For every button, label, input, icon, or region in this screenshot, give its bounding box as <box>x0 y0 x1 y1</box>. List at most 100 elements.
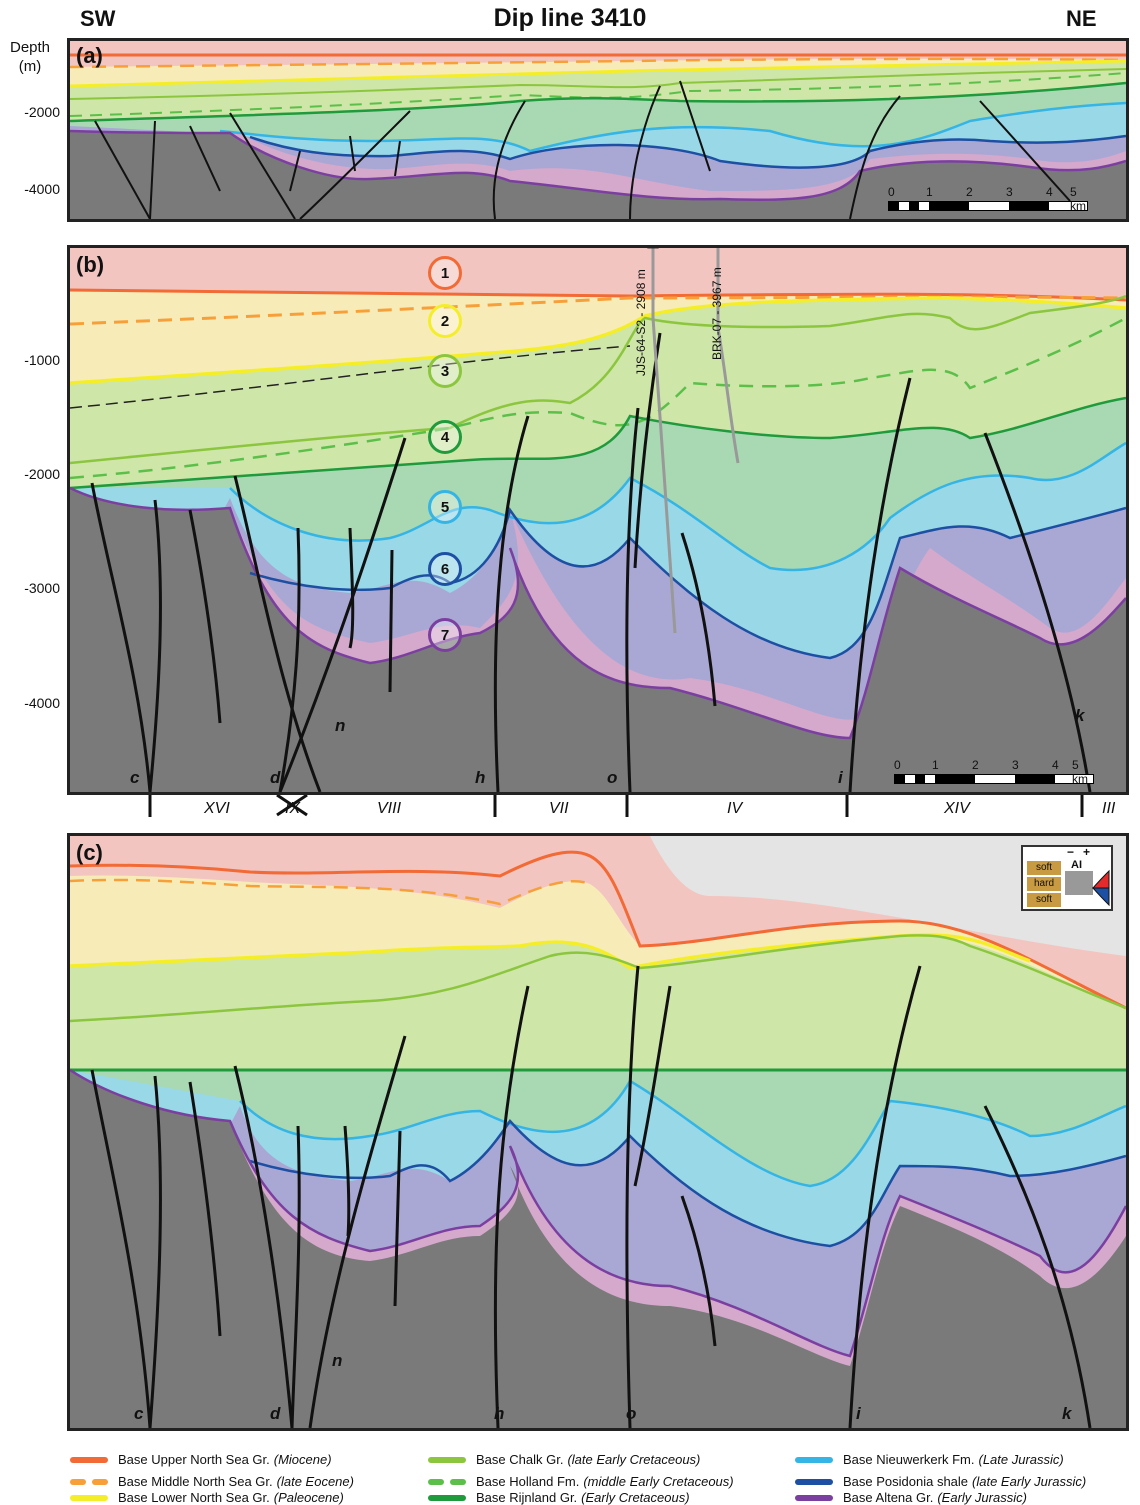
fault-label-o: o <box>626 1404 637 1423</box>
ai-soft-bottom: soft <box>1027 893 1061 907</box>
legend-item-lower-north-sea: Base Lower North Sea Gr. (Paleocene) <box>70 1490 344 1505</box>
legend-label: Base Middle North Sea Gr. <box>118 1474 273 1489</box>
fault-label-d: d <box>270 768 281 787</box>
panel-c: (c) c d n h o i k <box>67 833 1129 1431</box>
legend-item-holland: Base Holland Fm. (middle Early Cretaceous… <box>428 1474 734 1489</box>
panel-b: (b) 1 2 3 4 5 6 7 JJS-64-S2 - 2908 m BRK… <box>67 245 1129 795</box>
scale-1: 1 <box>932 758 939 772</box>
legend-swatch <box>70 1494 108 1501</box>
legend-label: Base Upper North Sea Gr. <box>118 1452 270 1467</box>
panel-a-tick-4000: -4000 <box>24 181 60 197</box>
section-title: Dip line 3410 <box>493 4 647 32</box>
legend-age: (Early Jurassic) <box>937 1490 1027 1505</box>
well-label-brk-07: BRK-07 - 3967 m <box>710 267 724 360</box>
legend-label: Base Altena Gr. <box>843 1490 934 1505</box>
ai-plus: + <box>1083 845 1091 859</box>
legend-item-upper-north-sea: Base Upper North Sea Gr. (Miocene) <box>70 1452 332 1467</box>
scale-4: 4 <box>1046 185 1053 199</box>
horizon-number-1: 1 <box>428 256 462 290</box>
sw-label: SW <box>80 6 116 31</box>
ne-label: NE <box>1066 6 1097 31</box>
depth-axis-title: Depth (m) <box>4 38 56 76</box>
scale-5: 5 km <box>1070 185 1086 213</box>
panel-a: (a) 0 1 2 3 4 5 km <box>67 38 1129 222</box>
scale-3: 3 <box>1006 185 1013 199</box>
fault-label-h: h <box>494 1404 505 1423</box>
legend-swatch <box>70 1456 108 1463</box>
scalebar-bar <box>888 201 1088 211</box>
legend-age: (Paleocene) <box>273 1490 344 1505</box>
fault-label-d: d <box>270 1404 281 1423</box>
panel-c-section <box>70 836 1126 1428</box>
panel-b-tick-3000: -3000 <box>24 580 60 596</box>
ai-soft-top: soft <box>1027 861 1061 875</box>
legend-label: Base Chalk Gr. <box>476 1452 564 1467</box>
block-label-vii: VII <box>549 800 569 817</box>
legend-label: Base Holland Fm. <box>476 1474 580 1489</box>
fault-label-n: n <box>335 716 346 735</box>
block-label-xvi: XVI <box>204 800 230 817</box>
horizon-number-4: 4 <box>428 420 462 454</box>
panel-b-tick-1000: -1000 <box>24 352 60 368</box>
fault-label-n: n <box>332 1351 343 1370</box>
panel-a-tick-2000: -2000 <box>24 104 60 120</box>
horizon-number-6: 6 <box>428 552 462 586</box>
block-boundary-ticks <box>148 795 1084 817</box>
legend-swatch <box>428 1494 466 1501</box>
panel-b-label: (b) <box>76 252 105 277</box>
legend-item-posidonia: Base Posidonia shale (late Early Jurassic… <box>795 1474 1086 1489</box>
scale-0: 0 <box>894 758 901 772</box>
panel-a-section <box>70 41 1126 219</box>
scale-0: 0 <box>888 185 895 199</box>
well-label-jjs-64-s2: JJS-64-S2 - 2908 m <box>634 269 648 376</box>
scale-1: 1 <box>926 185 933 199</box>
panel-b-tick-4000: -4000 <box>24 695 60 711</box>
panel-c-label: (c) <box>76 840 103 865</box>
ai-label: AI <box>1071 859 1082 871</box>
scalebar-numbers: 0 1 2 3 4 5 km <box>888 185 1088 213</box>
horizon-number-2: 2 <box>428 304 462 338</box>
legend-label: Base Nieuwerkerk Fm. <box>843 1452 975 1467</box>
legend-swatch <box>795 1456 833 1463</box>
panel-b-section <box>70 248 1126 792</box>
fault-label-k: k <box>1062 1404 1072 1423</box>
legend-item-altena: Base Altena Gr. (Early Jurassic) <box>795 1490 1027 1505</box>
scalebar-bar <box>894 774 1094 784</box>
legend-swatch-dashed <box>428 1478 466 1485</box>
legend-label: Base Posidonia shale <box>843 1474 969 1489</box>
legend-swatch <box>795 1494 833 1501</box>
legend-swatch-dashed <box>70 1478 108 1485</box>
scalebar-numbers: 0 1 2 3 4 5 km <box>894 758 1094 786</box>
block-label-ix: IX <box>285 800 301 817</box>
block-label-iv: IV <box>727 800 743 817</box>
horizon-number-3: 3 <box>428 354 462 388</box>
legend-age: (late Early Jurassic) <box>972 1474 1087 1489</box>
legend-age: (middle Early Cretaceous) <box>583 1474 734 1489</box>
legend-age: (late Early Cretaceous) <box>567 1452 701 1467</box>
legend-age: (late Eocene) <box>276 1474 354 1489</box>
fault-label-i: i <box>838 768 843 787</box>
fault-label-c: c <box>134 1404 144 1423</box>
legend-age: (Late Jurassic) <box>978 1452 1064 1467</box>
ai-curve <box>1065 871 1093 895</box>
ai-minus: − <box>1067 845 1075 859</box>
legend-age: (Miocene) <box>273 1452 332 1467</box>
fault-label-k: k <box>1075 706 1085 725</box>
legend-item-nieuwerkerk: Base Nieuwerkerk Fm. (Late Jurassic) <box>795 1452 1064 1467</box>
scale-2: 2 <box>972 758 979 772</box>
legend-label: Base Rijnland Gr. <box>476 1490 578 1505</box>
fault-label-c: c <box>130 768 140 787</box>
acoustic-impedance-legend: soft hard soft − + AI <box>1021 845 1113 911</box>
scale-4: 4 <box>1052 758 1059 772</box>
legend-item-chalk: Base Chalk Gr. (late Early Cretaceous) <box>428 1452 700 1467</box>
fault-label-o: o <box>607 768 618 787</box>
panel-a-label: (a) <box>76 43 103 68</box>
horizon-number-7: 7 <box>428 618 462 652</box>
legend-item-rijnland: Base Rijnland Gr. (Early Cretaceous) <box>428 1490 690 1505</box>
ai-hard: hard <box>1027 877 1061 891</box>
ai-wavelet-icon <box>1091 869 1110 907</box>
depth-axis-title-line1: Depth <box>9 39 51 56</box>
block-label-xiv: XIV <box>944 800 970 817</box>
legend-swatch <box>428 1456 466 1463</box>
scale-2: 2 <box>966 185 973 199</box>
